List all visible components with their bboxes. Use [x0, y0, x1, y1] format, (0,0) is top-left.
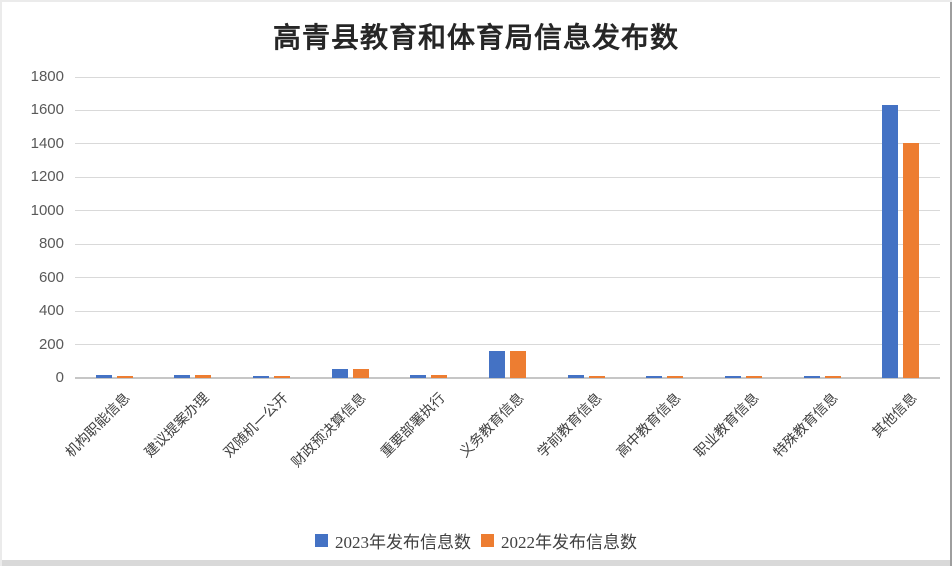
bar-2022年发布信息数-高中教育信息 — [667, 376, 684, 378]
legend: 2023年发布信息数 2022年发布信息数 — [0, 528, 952, 553]
y-tick-label-400: 400 — [38, 302, 64, 320]
legend-label: 2022年发布信息数 — [501, 533, 637, 552]
x-tick-label-机构职能信息: 机构职能信息 — [63, 390, 134, 461]
y-tick-label-1000: 1000 — [30, 201, 64, 219]
legend-item-2023年发布信息数: 2023年发布信息数 — [315, 528, 471, 553]
gridline-1200 — [75, 176, 940, 178]
x-axis-line — [75, 377, 940, 379]
bar-2022年发布信息数-特殊教育信息 — [824, 376, 841, 378]
y-tick-label-1200: 1200 — [30, 168, 64, 186]
gridline-1400 — [75, 143, 940, 145]
y-tick-label-600: 600 — [38, 268, 64, 286]
legend-swatch-icon — [315, 534, 328, 547]
y-tick-label-200: 200 — [38, 335, 64, 353]
x-tick-label-高中教育信息: 高中教育信息 — [614, 390, 685, 461]
bar-2023年发布信息数-义务教育信息 — [489, 350, 505, 378]
gridline-800 — [75, 243, 940, 245]
gridline-600 — [75, 277, 940, 279]
y-tick-label-1400: 1400 — [30, 134, 64, 152]
gridline-400 — [75, 310, 940, 312]
bar-2022年发布信息数-学前教育信息 — [588, 375, 605, 378]
bar-2023年发布信息数-双随机一公开 — [253, 376, 270, 378]
x-tick-label-职业教育信息: 职业教育信息 — [692, 390, 763, 461]
legend-item-2022年发布信息数: 2022年发布信息数 — [481, 528, 637, 553]
plot-area — [75, 76, 940, 379]
y-tick-label-0: 0 — [55, 369, 64, 386]
bar-2022年发布信息数-重要部署执行 — [431, 375, 448, 378]
bar-2023年发布信息数-高中教育信息 — [646, 375, 663, 378]
bar-2023年发布信息数-其他信息 — [882, 105, 899, 378]
bar-2023年发布信息数-财政预决算信息 — [331, 368, 348, 378]
legend-label: 2023年发布信息数 — [335, 533, 471, 552]
x-tick-label-财政预决算信息: 财政预决算信息 — [289, 390, 370, 471]
gridline-1600 — [75, 109, 940, 111]
y-tick-label-1800: 1800 — [30, 68, 64, 85]
bar-2023年发布信息数-机构职能信息 — [95, 374, 112, 378]
bar-2022年发布信息数-其他信息 — [903, 143, 920, 378]
x-tick-label-重要部署执行: 重要部署执行 — [378, 390, 449, 461]
x-tick-label-义务教育信息: 义务教育信息 — [456, 390, 527, 461]
bar-2023年发布信息数-学前教育信息 — [567, 374, 584, 378]
x-tick-label-双随机一公开: 双随机一公开 — [221, 390, 292, 461]
legend-swatch-icon — [481, 534, 494, 547]
chart-title: 高青县教育和体育局信息发布数 — [272, 23, 679, 54]
bar-2023年发布信息数-重要部署执行 — [410, 374, 427, 378]
gridline-200 — [75, 344, 940, 346]
x-tick-label-其他信息: 其他信息 — [869, 390, 921, 442]
bar-2022年发布信息数-义务教育信息 — [510, 351, 526, 378]
bar-2022年发布信息数-机构职能信息 — [116, 376, 133, 378]
y-tick-label-800: 800 — [38, 235, 64, 253]
x-tick-label-特殊教育信息: 特殊教育信息 — [771, 390, 842, 461]
x-tick-label-建议提案办理: 建议提案办理 — [142, 390, 213, 461]
bar-2023年发布信息数-特殊教育信息 — [803, 376, 820, 378]
bar-2022年发布信息数-双随机一公开 — [274, 376, 291, 378]
bar-2023年发布信息数-建议提案办理 — [174, 374, 191, 378]
bar-2022年发布信息数-建议提案办理 — [195, 375, 212, 378]
bar-2022年发布信息数-职业教育信息 — [745, 376, 762, 378]
gridline-1800 — [75, 76, 940, 78]
gridline-1000 — [75, 210, 940, 212]
y-tick-label-1600: 1600 — [30, 101, 64, 119]
bar-2022年发布信息数-财政预决算信息 — [352, 369, 369, 378]
bar-2023年发布信息数-职业教育信息 — [724, 376, 741, 378]
x-tick-label-学前教育信息: 学前教育信息 — [535, 390, 606, 461]
